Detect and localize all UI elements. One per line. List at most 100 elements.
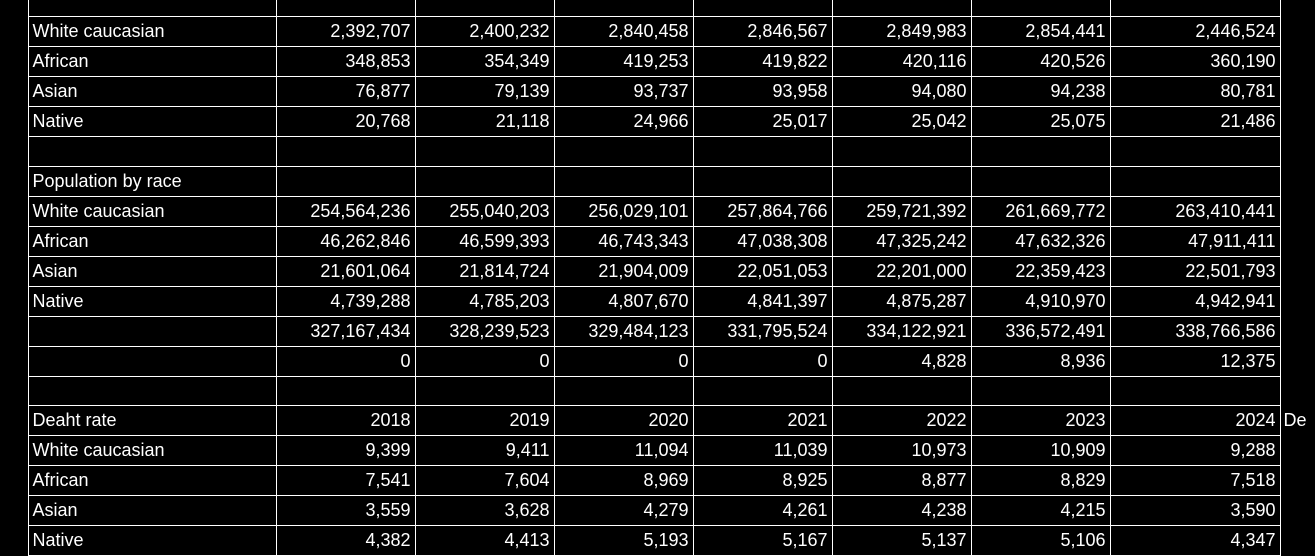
value-cell[interactable]: [415, 0, 555, 18]
value-cell[interactable]: 11,039: [693, 435, 833, 467]
value-cell[interactable]: 4,413: [415, 525, 555, 556]
value-cell[interactable]: 9,411: [415, 435, 555, 467]
value-cell[interactable]: 2,849,983: [832, 16, 972, 48]
row-label-cell[interactable]: African: [28, 226, 277, 257]
value-cell[interactable]: [554, 376, 694, 407]
value-cell[interactable]: 9,288: [1110, 435, 1281, 467]
value-cell[interactable]: [832, 376, 972, 407]
value-cell[interactable]: 419,822: [693, 46, 833, 78]
value-cell[interactable]: [1110, 376, 1281, 407]
value-cell[interactable]: [971, 136, 1111, 167]
row-label-cell[interactable]: Native: [28, 525, 277, 556]
value-cell[interactable]: 360,190: [1110, 46, 1281, 78]
value-cell[interactable]: 8,969: [554, 465, 694, 497]
row-label-cell[interactable]: Asian: [28, 256, 277, 287]
value-cell[interactable]: 20,768: [276, 106, 416, 138]
row-lead-cell[interactable]: [0, 46, 29, 77]
value-cell[interactable]: 2023: [971, 405, 1111, 437]
value-cell[interactable]: 2020: [554, 405, 694, 437]
value-cell[interactable]: 8,925: [693, 465, 833, 497]
value-cell[interactable]: 4,279: [554, 495, 694, 527]
row-label-cell[interactable]: [28, 376, 277, 407]
value-cell[interactable]: [832, 166, 972, 197]
row-label-cell[interactable]: Population by race: [28, 166, 277, 197]
overflow-cell[interactable]: [1280, 166, 1315, 196]
row-lead-cell[interactable]: [0, 106, 29, 137]
value-cell[interactable]: [415, 166, 555, 197]
overflow-cell[interactable]: [1280, 346, 1315, 376]
value-cell[interactable]: 256,029,101: [554, 196, 694, 227]
value-cell[interactable]: 79,139: [415, 76, 555, 108]
value-cell[interactable]: 8,829: [971, 465, 1111, 497]
value-cell[interactable]: 348,853: [276, 46, 416, 78]
overflow-cell[interactable]: De: [1283, 410, 1307, 431]
overflow-cell[interactable]: [1280, 77, 1315, 107]
value-cell[interactable]: 2018: [276, 405, 416, 437]
row-label-cell[interactable]: Asian: [28, 495, 277, 527]
value-cell[interactable]: 46,262,846: [276, 226, 416, 257]
row-label-cell[interactable]: [28, 136, 277, 167]
value-cell[interactable]: [693, 0, 833, 18]
row-lead-cell[interactable]: [0, 226, 29, 257]
value-cell[interactable]: 4,382: [276, 525, 416, 556]
value-cell[interactable]: 261,669,772: [971, 196, 1111, 227]
overflow-cell[interactable]: [1280, 47, 1315, 77]
value-cell[interactable]: 5,193: [554, 525, 694, 556]
value-cell[interactable]: 2024: [1110, 405, 1281, 437]
value-cell[interactable]: 9,399: [276, 435, 416, 467]
value-cell[interactable]: 2,392,707: [276, 16, 416, 48]
value-cell[interactable]: 21,601,064: [276, 256, 416, 287]
value-cell[interactable]: 4,910,970: [971, 286, 1111, 317]
value-cell[interactable]: 22,201,000: [832, 256, 972, 287]
row-lead-cell[interactable]: [0, 435, 29, 466]
row-label-cell[interactable]: [28, 316, 277, 347]
row-lead-cell[interactable]: [0, 525, 29, 556]
value-cell[interactable]: 420,116: [832, 46, 972, 78]
value-cell[interactable]: 2,400,232: [415, 16, 555, 48]
value-cell[interactable]: 254,564,236: [276, 196, 416, 227]
overflow-cell[interactable]: [1280, 496, 1315, 526]
value-cell[interactable]: 419,253: [554, 46, 694, 78]
row-lead-cell[interactable]: [0, 16, 29, 47]
value-cell[interactable]: [832, 136, 972, 167]
value-cell[interactable]: [971, 0, 1111, 18]
value-cell[interactable]: 331,795,524: [693, 316, 833, 347]
value-cell[interactable]: 255,040,203: [415, 196, 555, 227]
value-cell[interactable]: 22,501,793: [1110, 256, 1281, 287]
value-cell[interactable]: 2,446,524: [1110, 16, 1281, 48]
value-cell[interactable]: 47,632,326: [971, 226, 1111, 257]
value-cell[interactable]: 2,854,441: [971, 16, 1111, 48]
overflow-cell[interactable]: [1280, 256, 1315, 286]
value-cell[interactable]: 94,238: [971, 76, 1111, 108]
value-cell[interactable]: 46,743,343: [554, 226, 694, 257]
value-cell[interactable]: [276, 136, 416, 167]
value-cell[interactable]: 338,766,586: [1110, 316, 1281, 347]
overflow-cell[interactable]: [1280, 376, 1315, 406]
value-cell[interactable]: 4,261: [693, 495, 833, 527]
row-lead-cell[interactable]: [0, 0, 29, 17]
row-lead-cell[interactable]: [0, 346, 29, 377]
value-cell[interactable]: 3,559: [276, 495, 416, 527]
value-cell[interactable]: 21,118: [415, 106, 555, 138]
value-cell[interactable]: 46,599,393: [415, 226, 555, 257]
value-cell[interactable]: 7,604: [415, 465, 555, 497]
value-cell[interactable]: 22,051,053: [693, 256, 833, 287]
overflow-cell[interactable]: [1280, 196, 1315, 226]
value-cell[interactable]: 5,167: [693, 525, 833, 556]
overflow-cell[interactable]: [1280, 226, 1315, 256]
value-cell[interactable]: 2021: [693, 405, 833, 437]
row-label-cell[interactable]: White caucasian: [28, 16, 277, 48]
overflow-cell[interactable]: [1280, 466, 1315, 496]
value-cell[interactable]: 21,486: [1110, 106, 1281, 138]
value-cell[interactable]: 5,137: [832, 525, 972, 556]
value-cell[interactable]: 0: [693, 346, 833, 377]
value-cell[interactable]: 2,840,458: [554, 16, 694, 48]
value-cell[interactable]: 4,785,203: [415, 286, 555, 317]
row-lead-cell[interactable]: [0, 405, 29, 436]
overflow-cell[interactable]: [1280, 526, 1315, 556]
row-lead-cell[interactable]: [0, 136, 29, 167]
value-cell[interactable]: 4,215: [971, 495, 1111, 527]
value-cell[interactable]: [1110, 166, 1281, 197]
row-lead-cell[interactable]: [0, 286, 29, 317]
value-cell[interactable]: 93,958: [693, 76, 833, 108]
